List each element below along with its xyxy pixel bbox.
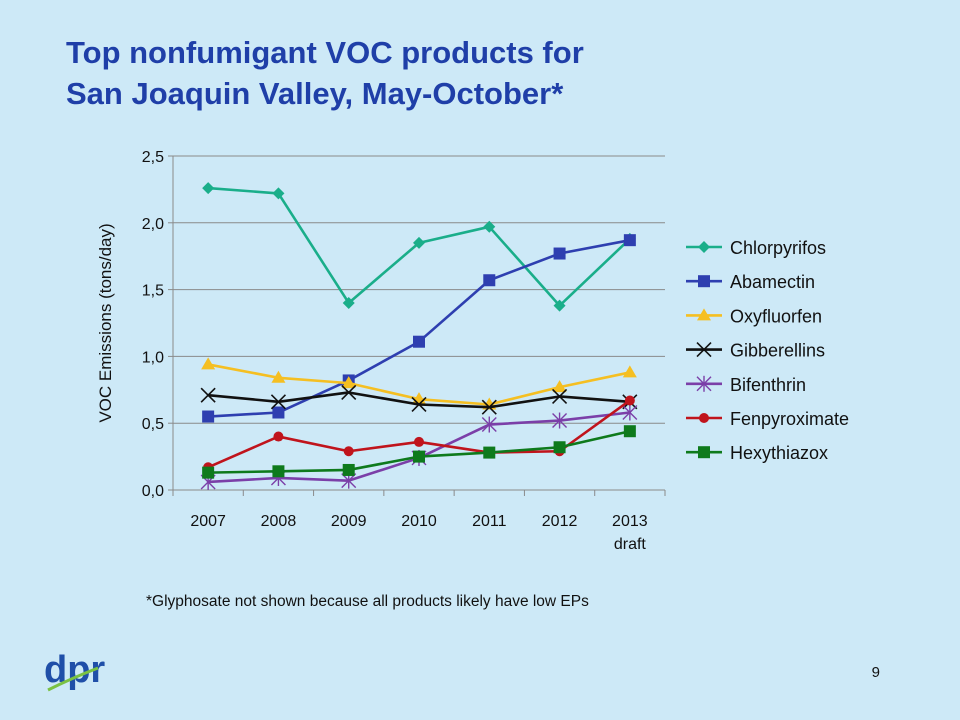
legend-marker: [699, 413, 709, 423]
title-line-1: Top nonfumigant VOC products for: [66, 35, 584, 70]
y-tick-label: 1,5: [142, 283, 164, 300]
data-point-hexythiazox: [553, 441, 566, 454]
legend-label: Hexythiazox: [730, 443, 828, 463]
data-point-chlorpyrifos: [342, 296, 355, 309]
data-point-abamectin: [483, 274, 496, 287]
data-point-hexythiazox: [342, 463, 355, 476]
x-tick-label: 2007: [190, 513, 226, 530]
x-tick-label: 2011: [472, 513, 507, 530]
footnote: *Glyphosate not shown because all produc…: [146, 593, 589, 610]
series-oxyfluorfen: [201, 357, 637, 410]
y-tick-label: 0,5: [142, 416, 164, 433]
chart: 0,0 0,5 1,0 1,5 2,0 2,5 2007 2008 2009 2010 2011 20…: [96, 149, 849, 553]
legend-entry-fenpyroximate: Fenpyroximate: [686, 409, 849, 429]
data-point-gibberellins: [411, 396, 427, 413]
data-point-abamectin: [272, 406, 285, 419]
data-point-gibberellins: [552, 388, 568, 405]
page-number: 9: [871, 664, 880, 681]
slide-title: Top nonfumigant VOC products for San Joa…: [66, 32, 926, 114]
data-point-fenpyroximate: [343, 446, 354, 457]
data-point-oxyfluorfen: [341, 376, 356, 389]
data-point-oxyfluorfen: [271, 370, 286, 383]
y-tick-label: 1,0: [142, 349, 164, 366]
series-bifenthrin: [200, 404, 638, 490]
legend-entry-bifenthrin: Bifenthrin: [686, 375, 806, 395]
data-point-oxyfluorfen: [622, 365, 637, 378]
data-point-oxyfluorfen: [201, 357, 216, 370]
series-chlorpyrifos: [202, 182, 636, 312]
series-lines: [200, 182, 638, 490]
legend-marker: [696, 342, 712, 358]
x-tick-label: 2009: [331, 513, 367, 530]
data-point-chlorpyrifos: [483, 220, 496, 233]
data-point-abamectin: [553, 247, 566, 260]
legend-label: Fenpyroximate: [730, 409, 849, 429]
data-point-hexythiazox: [413, 450, 425, 463]
legend-entry-hexythiazox: Hexythiazox: [686, 443, 828, 463]
series-gibberellins: [200, 384, 638, 415]
legend: Chlorpyrifos Abamectin Oxyfluorfen Gibberel…: [686, 238, 849, 463]
data-point-chlorpyrifos: [272, 187, 285, 200]
x-tick-label: 2012: [542, 513, 578, 530]
data-point-hexythiazox: [623, 425, 636, 438]
legend-entry-gibberellins: Gibberellins: [686, 341, 825, 361]
data-point-bifenthrin: [622, 404, 638, 421]
data-point-hexythiazox: [272, 465, 285, 478]
y-axis-label: VOC Emissions (tons/day): [96, 223, 115, 422]
dpr-logo: dpr: [44, 649, 105, 692]
legend-label: Abamectin: [730, 272, 815, 292]
legend-marker: [698, 446, 710, 459]
title-line-2: San Joaquin Valley, May-October*: [66, 76, 564, 111]
data-point-fenpyroximate: [624, 395, 635, 406]
data-point-chlorpyrifos: [202, 182, 215, 195]
legend-entry-abamectin: Abamectin: [686, 272, 815, 292]
legend-marker: [696, 375, 712, 392]
data-point-hexythiazox: [202, 466, 215, 479]
y-tick-label: 2,0: [142, 216, 164, 233]
legend-label: Chlorpyrifos: [730, 238, 826, 258]
data-point-gibberellins: [341, 384, 357, 401]
data-point-abamectin: [623, 234, 636, 247]
data-point-abamectin: [413, 335, 425, 348]
data-point-gibberellins: [481, 399, 497, 415]
logo-swoosh: [47, 666, 99, 692]
axes: 0,0 0,5 1,0 1,5 2,0 2,5 2007 2008 2009 2010 2011 20…: [142, 149, 666, 553]
data-point-bifenthrin: [481, 416, 497, 433]
legend-marker: [698, 241, 710, 253]
data-point-fenpyroximate: [273, 431, 284, 442]
data-point-oxyfluorfen: [552, 380, 567, 393]
x-tick-label: 2008: [261, 513, 297, 530]
legend-label: Oxyfluorfen: [730, 306, 822, 326]
data-point-hexythiazox: [483, 446, 496, 459]
data-point-fenpyroximate: [414, 436, 424, 447]
data-point-bifenthrin: [552, 412, 568, 429]
legend-entry-chlorpyrifos: Chlorpyrifos: [686, 238, 826, 258]
x-tick-label: 2013 draft: [612, 513, 648, 553]
legend-marker: [697, 308, 711, 321]
legend-entry-oxyfluorfen: Oxyfluorfen: [686, 306, 822, 326]
data-point-abamectin: [202, 410, 215, 423]
data-point-chlorpyrifos: [413, 236, 425, 249]
data-point-chlorpyrifos: [553, 299, 566, 312]
series-hexythiazox: [202, 425, 636, 479]
y-tick-label: 0,0: [142, 483, 164, 500]
legend-label: Bifenthrin: [730, 375, 806, 395]
data-point-gibberellins: [270, 394, 286, 410]
legend-label: Gibberellins: [730, 341, 825, 361]
legend-marker: [698, 275, 710, 288]
y-tick-label: 2,5: [142, 149, 164, 166]
data-point-gibberellins: [200, 387, 216, 403]
x-tick-label: 2010: [401, 513, 437, 530]
